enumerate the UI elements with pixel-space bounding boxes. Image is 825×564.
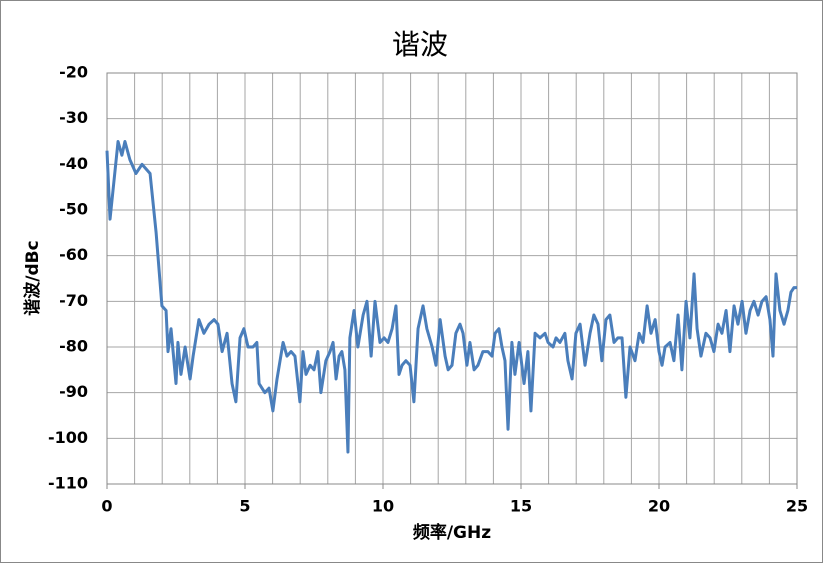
plot-border (106, 72, 798, 485)
x-tick-label: 20 (648, 497, 670, 516)
y-tick-label: -40 (59, 154, 88, 173)
y-tick-label: -100 (48, 428, 88, 447)
y-tick-label: -110 (48, 474, 88, 493)
y-tick-label: -50 (59, 200, 88, 219)
y-tick-label: -60 (59, 245, 88, 264)
y-axis-title: 谐波/dBc (22, 240, 43, 315)
x-tick-label: 5 (239, 497, 250, 516)
chart-title: 谐波 (392, 28, 448, 61)
data-line (105, 140, 797, 454)
y-tick-label: -70 (59, 291, 88, 310)
y-tick-label: -30 (59, 108, 88, 127)
y-tick-label: -90 (59, 382, 88, 401)
x-tick-label: 10 (372, 497, 394, 516)
x-tick-label: 15 (510, 497, 532, 516)
x-tick-label: 25 (786, 497, 808, 516)
y-tick-label: -80 (59, 337, 88, 356)
x-tick-label: 0 (101, 497, 112, 516)
x-axis-title: 频率/GHz (413, 522, 491, 543)
y-tick-label: -20 (59, 63, 88, 82)
